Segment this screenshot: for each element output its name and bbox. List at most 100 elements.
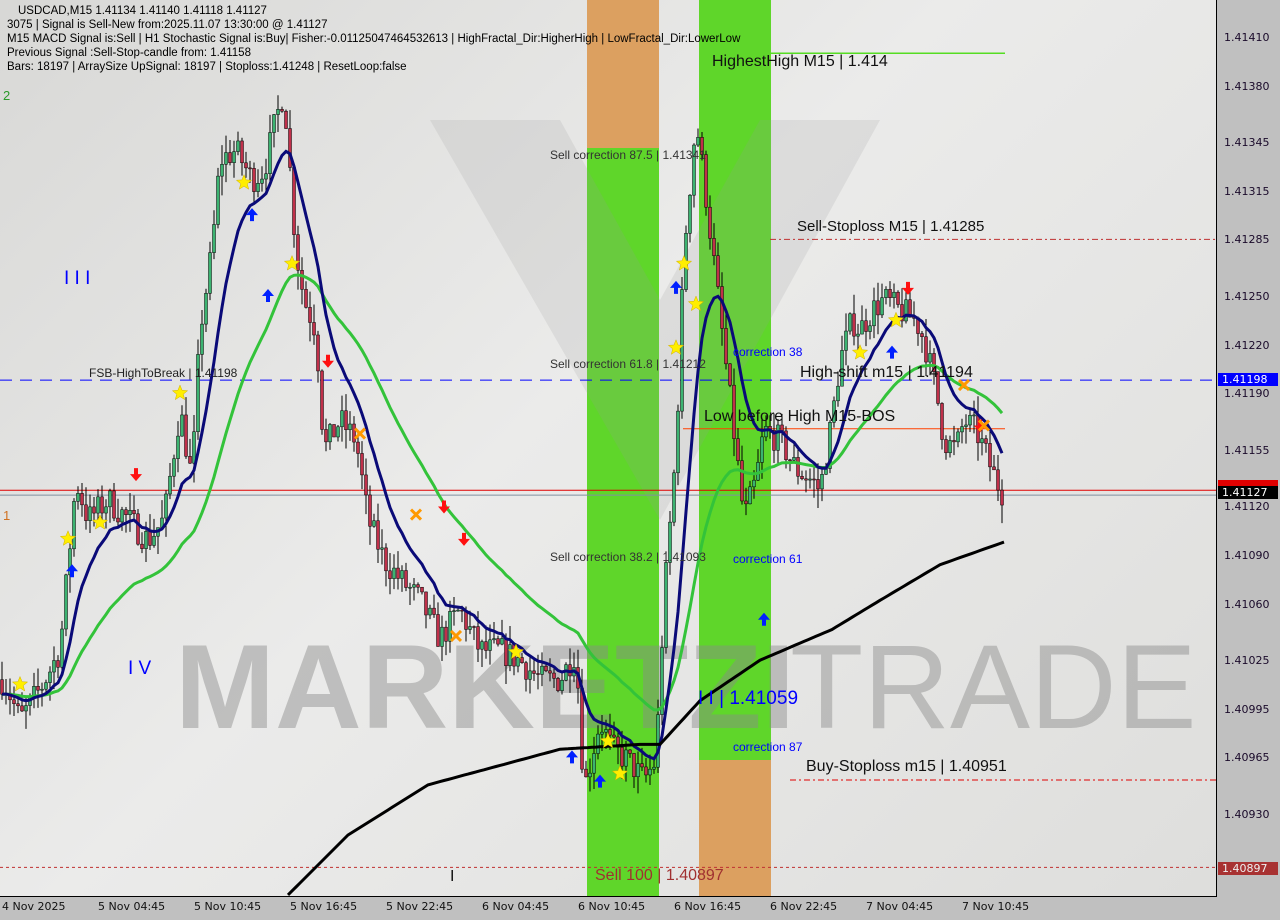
candle-body xyxy=(140,543,144,549)
candle-body xyxy=(620,747,624,767)
candle-body xyxy=(108,490,112,508)
candle-body xyxy=(96,496,100,514)
candle-body xyxy=(484,641,488,651)
candle-body xyxy=(556,678,560,691)
buy-arrow-icon xyxy=(670,280,682,294)
chart-plot-area[interactable]: MARKETZI TRADE USDCAD,M15 1.41134 1.41140… xyxy=(0,0,1217,897)
candle-body xyxy=(332,424,336,438)
buy-stoploss-label: Buy-Stoploss m15 | 1.40951 xyxy=(806,758,1007,775)
sell-correction-382-label: Sell correction 38.2 | 1.41093 xyxy=(550,550,706,564)
candle-body xyxy=(56,660,60,668)
candle-body xyxy=(0,679,4,695)
signal-status: 3075 | Signal is Sell-New from:2025.11.0… xyxy=(7,19,328,31)
candle-body xyxy=(152,535,156,546)
signal-star-icon xyxy=(687,295,705,312)
candle-body xyxy=(192,431,196,464)
candle-body xyxy=(688,194,692,234)
candle-body xyxy=(984,438,988,444)
candle-body xyxy=(128,510,132,515)
candle-body xyxy=(608,729,612,736)
candle-body xyxy=(264,173,268,180)
candle-body xyxy=(988,443,992,468)
exit-cross-icon xyxy=(957,378,971,392)
candle-body xyxy=(712,238,716,256)
sell-arrow-icon xyxy=(458,532,470,546)
time-tick-label: 6 Nov 10:45 xyxy=(578,900,646,913)
exit-cross-icon xyxy=(409,508,423,521)
candle-body xyxy=(292,167,296,235)
candle-body xyxy=(500,638,504,645)
candle-body xyxy=(340,410,344,428)
candle-body xyxy=(796,457,800,477)
candle-body xyxy=(60,628,64,668)
candle-body xyxy=(584,768,588,778)
candle-body xyxy=(344,410,348,431)
candle-body xyxy=(440,626,444,647)
candle-body xyxy=(208,252,212,294)
candle-body xyxy=(956,431,960,443)
candle-body xyxy=(100,496,104,514)
price-tick-label: 1.41155 xyxy=(1224,443,1270,457)
wave-iv-label: I V xyxy=(128,658,152,679)
sell-zone-band-top xyxy=(587,0,659,148)
signal-star-icon xyxy=(887,311,905,328)
candle-body xyxy=(148,531,152,546)
candle-body xyxy=(844,330,848,351)
candle-body xyxy=(932,353,936,372)
candle-body xyxy=(408,586,412,589)
signal-star-icon xyxy=(59,530,77,546)
candle-body xyxy=(624,749,628,767)
candle-body xyxy=(132,510,136,515)
candle-body xyxy=(444,626,448,642)
signal-star-icon xyxy=(507,643,525,660)
candle-body xyxy=(92,506,96,514)
correction-38-label: correction 38 xyxy=(733,345,803,359)
candle-body xyxy=(88,506,92,521)
candle-body xyxy=(740,460,744,502)
candle-body xyxy=(616,736,620,748)
candle-body xyxy=(776,424,780,451)
candle-body xyxy=(900,304,904,322)
candle-body xyxy=(380,547,384,550)
price-tick-label: 1.41250 xyxy=(1224,290,1270,303)
candle-body xyxy=(792,457,796,461)
wave-i-label: I xyxy=(450,868,455,885)
time-tick-label: 6 Nov 16:45 xyxy=(674,900,742,913)
candle-body xyxy=(12,699,16,704)
price-tick-label: 1.41345 xyxy=(1224,136,1270,150)
candle-body xyxy=(352,423,356,443)
price-tick-label: 1.41120 xyxy=(1224,500,1270,514)
candle-body xyxy=(980,438,984,444)
candle-body xyxy=(392,567,396,579)
candle-body xyxy=(488,639,492,651)
candle-body xyxy=(424,591,428,616)
candle-body xyxy=(272,114,276,133)
candle-body xyxy=(836,385,840,402)
candle-body xyxy=(892,291,896,298)
candle-body xyxy=(760,436,764,463)
candle-body xyxy=(952,440,956,443)
price-tick-label: 1.41410 xyxy=(1224,31,1270,44)
price-tick-label: 1.41380 xyxy=(1224,79,1270,93)
candle-body xyxy=(328,424,332,443)
sell-100-label: Sell 100 | 1.40897 xyxy=(595,867,724,884)
candle-body xyxy=(908,299,912,318)
candle-body xyxy=(888,289,892,298)
candle-body xyxy=(116,517,120,523)
candle-body xyxy=(996,469,1000,491)
price-tick-label: 1.40995 xyxy=(1224,702,1270,716)
candle-body xyxy=(412,584,416,588)
buy-arrow-icon xyxy=(246,208,258,222)
candle-body xyxy=(812,478,816,481)
bars-info: Bars: 18197 | ArraySize UpSignal: 18197 … xyxy=(7,61,407,73)
exit-cross-icon xyxy=(449,629,463,642)
candle-body xyxy=(296,234,300,271)
candle-body xyxy=(376,520,380,550)
price-tick-label: 1.41060 xyxy=(1224,597,1270,611)
signal-star-icon xyxy=(599,732,617,749)
candle-body xyxy=(816,479,820,490)
candle-body xyxy=(784,430,788,461)
candle-body xyxy=(992,466,996,471)
candle-body xyxy=(628,749,632,754)
price-tick-label: 1.41025 xyxy=(1224,654,1270,668)
